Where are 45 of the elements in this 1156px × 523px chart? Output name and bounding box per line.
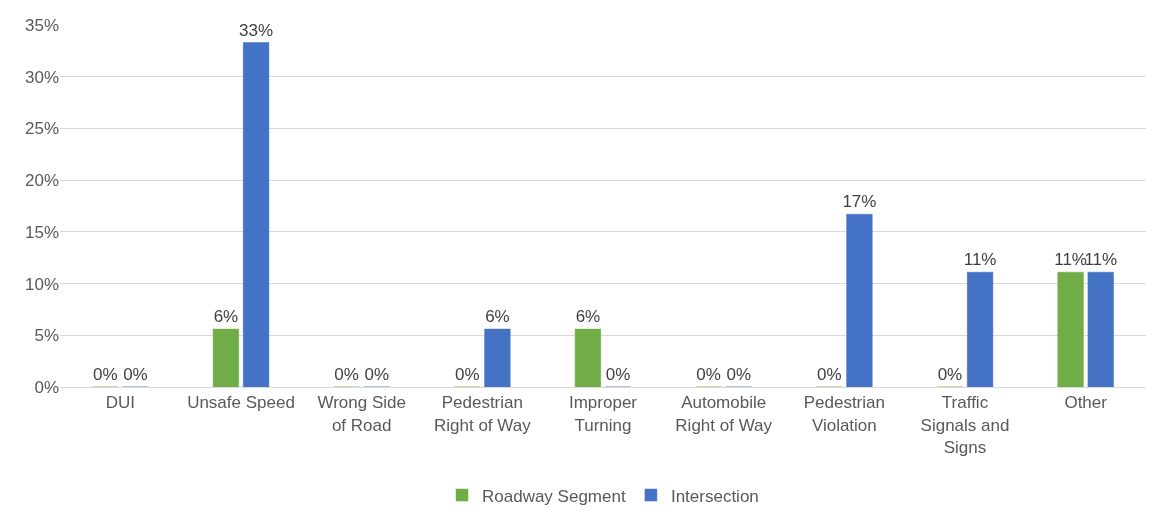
bar <box>1057 271 1084 387</box>
data-label: 6% <box>575 307 601 327</box>
y-tick-label: 30% <box>24 67 59 87</box>
data-label: 0% <box>726 365 752 384</box>
x-tick-label: Pedestrian Violation <box>803 393 885 435</box>
data-label: 6% <box>485 307 510 327</box>
data-label: 11% <box>1084 250 1118 270</box>
legend-label: Roadway Segment <box>482 486 626 506</box>
data-label: 0% <box>123 365 148 384</box>
data-label: 11% <box>1054 250 1087 270</box>
x-tick-label: Unsafe Speed <box>187 393 295 413</box>
x-tick-label: DUI <box>105 393 135 413</box>
data-label: 0% <box>937 365 963 384</box>
x-tick-label: Other <box>1064 393 1108 413</box>
legend-label: Intersection <box>670 486 759 506</box>
data-label: 0% <box>92 365 118 384</box>
data-label: 0% <box>334 365 359 384</box>
y-tick-label: 35% <box>24 15 59 35</box>
x-tick-label: Improper Turning <box>568 393 638 435</box>
x-tick-label: Pedestrian Right of Way <box>433 393 532 435</box>
bar <box>846 214 873 387</box>
x-tick-label: Wrong Side of Road <box>317 393 406 435</box>
x-tick-label: Automobile Right of Way <box>675 393 773 435</box>
data-label: 17% <box>842 192 877 212</box>
bar <box>574 328 601 387</box>
bar <box>212 328 239 387</box>
data-label: 0% <box>816 365 842 384</box>
data-label: 0% <box>454 365 480 384</box>
y-tick-label: 10% <box>24 274 59 294</box>
y-tick-label: 15% <box>24 222 59 242</box>
data-label: 0% <box>364 365 390 384</box>
y-tick-label: 5% <box>34 326 59 346</box>
data-label: 0% <box>696 365 721 384</box>
bar <box>484 328 511 387</box>
x-tick-label: Traffic Signals and Signs <box>920 393 1010 457</box>
bar <box>1087 271 1114 387</box>
data-label: 0% <box>605 365 631 384</box>
data-label: 11% <box>963 250 997 270</box>
bar <box>243 42 270 387</box>
y-tick-label: 25% <box>24 119 59 139</box>
data-label: 33% <box>239 20 274 40</box>
bar <box>967 271 994 387</box>
y-tick-label: 20% <box>24 171 59 191</box>
data-label: 6% <box>213 307 239 327</box>
y-tick-label: 0% <box>34 377 59 397</box>
